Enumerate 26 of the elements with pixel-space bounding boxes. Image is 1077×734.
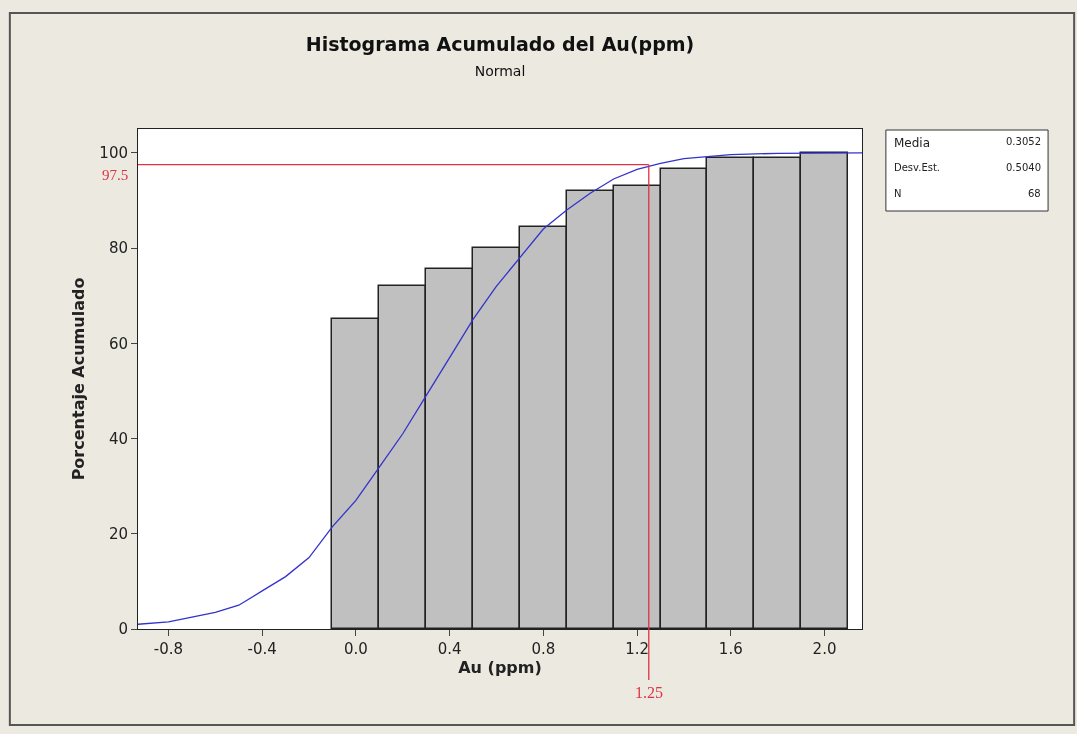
y-tick-label: 40	[108, 429, 128, 448]
text: N	[894, 188, 902, 199]
y-tick-label: 0	[118, 620, 128, 639]
chart-subtitle: Normal	[474, 63, 526, 80]
x-tick-label: -0.8	[153, 640, 184, 658]
x-axis-title: Au (ppm)	[458, 658, 542, 677]
text: 0.3052	[1006, 136, 1041, 147]
y-tick-label: 60	[108, 334, 128, 353]
x-tick-label: 1.6	[718, 640, 743, 658]
x-tick-label: 0.8	[531, 640, 556, 658]
ref-line-label: 1.25	[635, 684, 663, 701]
text: 0.5040	[1006, 162, 1041, 173]
y-axis-title: Porcentaje Acumulado	[69, 277, 89, 481]
chart-title: Histograma Acumulado del Au(ppm)	[305, 33, 695, 56]
x-tick-label: 2.0	[812, 640, 837, 658]
y-tick-label: 100	[99, 144, 128, 163]
text: Media	[894, 136, 931, 150]
x-tick-label: 1.2	[625, 640, 649, 658]
text: Desv.Est.	[894, 162, 941, 173]
ref-line-label: 97.5	[102, 167, 129, 183]
x-tick-label: 0.4	[437, 640, 462, 658]
y-tick-label: 20	[108, 525, 128, 544]
x-tick-label: 0.0	[343, 640, 368, 658]
y-tick-label: 80	[108, 239, 128, 258]
x-tick-label: -0.4	[247, 640, 277, 658]
text: 68	[1028, 188, 1041, 199]
